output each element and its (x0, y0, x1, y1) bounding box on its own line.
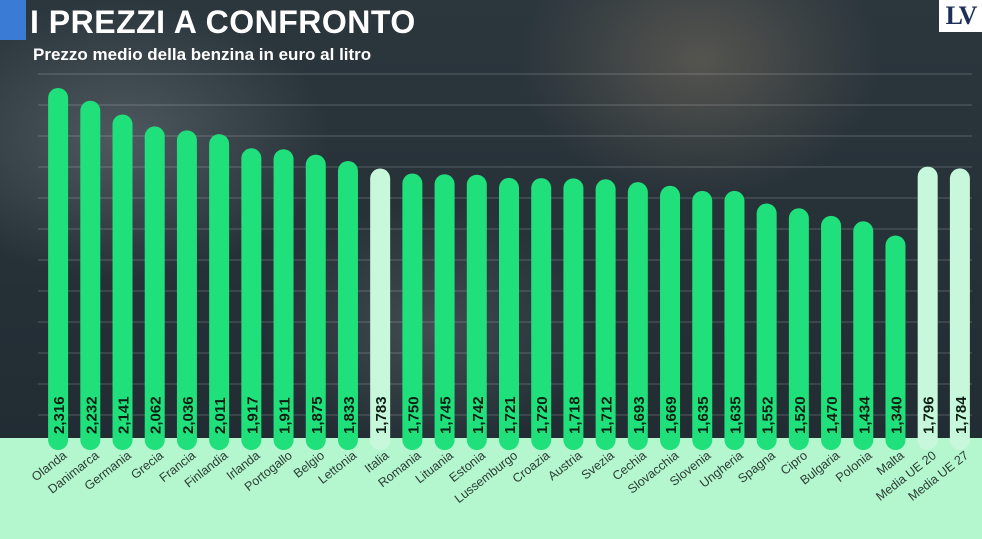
bar-francia (176, 130, 197, 450)
bar-finlandia (209, 134, 230, 450)
value-label: 1,520 (792, 396, 809, 434)
bar-ungheria (724, 190, 745, 451)
value-label: 1,434 (856, 396, 873, 434)
title-accent (0, 0, 26, 40)
bar-romania (402, 173, 423, 450)
value-label: 1,911 (277, 397, 294, 434)
value-label: 1,875 (309, 396, 326, 434)
value-label: 2,316 (51, 396, 68, 434)
value-label: 1,796 (921, 396, 938, 434)
bar-slovenia (692, 190, 713, 451)
value-label: 1,712 (599, 396, 616, 434)
bar-croazia (531, 178, 552, 450)
bar-danimarca (80, 100, 101, 450)
value-label: 1,750 (405, 396, 422, 434)
bar-lituania (434, 174, 455, 450)
value-label: 1,635 (727, 396, 744, 434)
chart-subtitle: Prezzo medio della benzina in euro al li… (33, 45, 372, 64)
bar-austria (563, 178, 584, 450)
bar-lussemburgo (499, 177, 519, 450)
value-label: 1,784 (953, 396, 970, 434)
bar-grecia (144, 126, 165, 451)
value-label: 1,552 (760, 396, 777, 434)
value-label: 2,011 (212, 397, 229, 434)
brand-logo: LV (939, 0, 982, 32)
bar-cechia (627, 182, 648, 450)
value-label: 2,036 (180, 396, 197, 434)
value-label: 1,745 (438, 396, 455, 434)
value-label: 1,720 (534, 396, 551, 434)
bar-italia (370, 168, 391, 451)
value-label: 2,062 (148, 396, 165, 434)
bar-portogallo (273, 149, 294, 451)
value-label: 1,693 (631, 396, 648, 434)
bars (48, 88, 970, 451)
bar-polonia (853, 221, 874, 450)
bar-cipro (788, 208, 809, 450)
value-labels: 2,316 2,232 2,141 2,062 2,036 2,011 1,917 1,911… (51, 396, 970, 434)
bar-belgio (305, 154, 326, 450)
bar-malta (885, 235, 906, 450)
value-label: 1,742 (470, 396, 487, 434)
bar-olanda (48, 88, 69, 450)
bar-svezia (595, 179, 616, 450)
bar-germania (112, 114, 133, 450)
bar-irlanda (241, 148, 262, 451)
value-label: 1,783 (373, 396, 390, 434)
chart-title: I PREZZI A CONFRONTO (30, 4, 416, 40)
value-label: 1,470 (824, 396, 841, 434)
value-label: 1,669 (663, 396, 680, 434)
value-label: 2,232 (83, 396, 100, 434)
value-label: 1,635 (695, 396, 712, 434)
value-label: 1,718 (566, 396, 583, 434)
bar-media-ue-20 (917, 166, 938, 450)
bar-media-ue-27 (949, 168, 970, 451)
bar-slovacchia (660, 185, 681, 450)
value-label: 1,917 (244, 396, 261, 434)
value-label: 1,721 (502, 396, 519, 434)
value-label: 2,141 (116, 396, 133, 434)
bar-bulgaria (821, 215, 842, 450)
label-band (0, 438, 982, 539)
bar-estonia (466, 174, 487, 450)
bar-lettonia (337, 160, 358, 450)
value-label: 1,340 (888, 396, 905, 434)
value-label: 1,833 (341, 396, 358, 434)
bar-spagna (756, 203, 777, 450)
